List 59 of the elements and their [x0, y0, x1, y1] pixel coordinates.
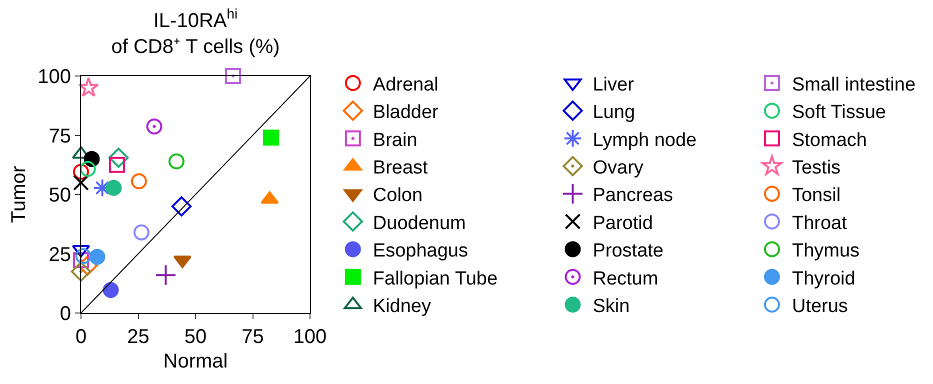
legend-label: Throat	[792, 212, 848, 234]
legend-label: Fallopian Tube	[372, 268, 498, 290]
legend-label: Pancreas	[592, 185, 674, 206]
point	[89, 248, 106, 265]
legend-label: Tonsil	[792, 185, 841, 206]
point	[154, 264, 177, 286]
point	[73, 174, 89, 191]
legend-label: Brain	[372, 130, 418, 151]
point	[263, 130, 280, 146]
point	[80, 160, 96, 177]
legend-label: Uterus	[792, 296, 848, 318]
point	[171, 196, 192, 216]
legend-label: Esophagus	[372, 240, 468, 262]
point	[102, 282, 119, 298]
legend-label: Colon	[372, 185, 423, 206]
y-tick-label: 100	[38, 66, 71, 88]
legend-label: Breast	[372, 158, 429, 179]
y-tick-label: 0	[60, 303, 71, 325]
y-axis-title: Tumor	[8, 166, 30, 224]
legend-label: Parotid	[592, 212, 653, 234]
legend-label: Lymph node	[592, 130, 697, 151]
point	[130, 173, 147, 190]
point	[106, 180, 122, 196]
legend-label: Duodenum	[372, 212, 466, 234]
point	[108, 148, 129, 168]
point	[146, 118, 162, 134]
x-tick-label: 100	[293, 326, 327, 348]
chart-title: IL-10RA$^{hi}$ of CD8⁺ T cells (%)	[111, 5, 280, 58]
legend-label: Prostate	[592, 240, 664, 262]
point	[133, 224, 150, 240]
point	[225, 68, 242, 84]
legend-label: Soft Tissue	[792, 102, 886, 124]
legend-label: Thyroid	[792, 268, 856, 290]
legend-label: Skin	[592, 296, 630, 318]
legend-label: Thymus	[792, 240, 860, 262]
x-tick-label: 75	[242, 326, 264, 348]
legend-label: Liver	[592, 74, 635, 96]
point	[75, 248, 92, 264]
legend-label: Lung	[592, 102, 636, 124]
point	[168, 153, 184, 170]
x-tick-label: 0	[75, 326, 87, 348]
legend-label: Adrenal	[372, 74, 438, 96]
point	[78, 77, 99, 97]
y-tick-label: 25	[48, 244, 71, 266]
legend-label: Rectum	[592, 268, 658, 290]
x-tick-label: 25	[127, 326, 150, 348]
legend-label: Small intestine	[792, 74, 916, 96]
legend-label: Bladder	[372, 102, 440, 124]
x-axis-title: Normal	[163, 350, 228, 372]
legend-label: Kidney	[372, 296, 432, 318]
x-tick-label: 50	[184, 326, 207, 348]
point	[70, 261, 92, 282]
legend-label: Testis	[792, 158, 841, 179]
point	[73, 164, 89, 180]
point	[78, 256, 98, 276]
legend-label: Ovary	[592, 158, 644, 179]
y-tick-label: 75	[48, 125, 71, 148]
y-tick-label: 50	[48, 184, 71, 206]
legend-label: Stomach	[792, 130, 867, 151]
